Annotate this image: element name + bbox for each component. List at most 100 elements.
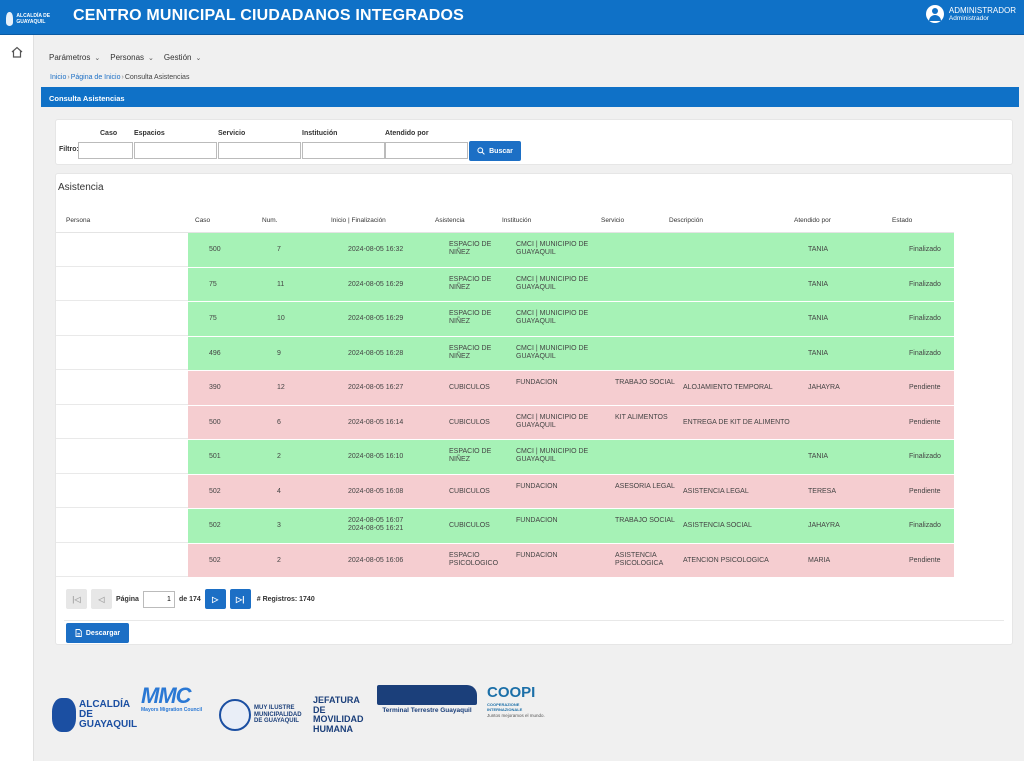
table-row[interactable]: 75 11 2024-08-05 16:29 ESPACIO DE NIÑEZ CMCI… — [56, 267, 954, 302]
download-button-label: Descargar — [85, 629, 121, 637]
download-button[interactable]: Descargar — [66, 623, 129, 643]
th-num[interactable]: Num. — [262, 217, 278, 224]
table-row[interactable]: 75 10 2024-08-05 16:29 ESPACIO DE NIÑEZ CMCI… — [56, 302, 954, 337]
menu-item-personas[interactable]: Personas ⌄ — [110, 53, 154, 62]
fecha-fin: 2024-08-05 16:21 — [348, 525, 404, 532]
municipal-seal-icon — [219, 699, 251, 731]
num-cell: 2 — [277, 556, 281, 564]
search-button[interactable]: Buscar — [469, 141, 521, 161]
fecha-inicio: 2024-08-05 16:10 — [348, 453, 404, 460]
menu-item-gestion[interactable]: Gestión ⌄ — [164, 53, 201, 62]
th-estado[interactable]: Estado — [892, 217, 913, 224]
breadcrumb-home[interactable]: Inicio — [50, 74, 67, 81]
table-row[interactable]: 502 2 2024-08-05 16:06 ESPACIO PSICOLOGICO F… — [56, 543, 954, 578]
caso-cell: 500 — [209, 246, 221, 253]
table-row[interactable]: 501 2 2024-08-05 16:10 ESPACIO DE NIÑEZ CMCI… — [56, 440, 954, 475]
institucion-input[interactable] — [302, 142, 385, 159]
th-atendido[interactable]: Atendido por — [794, 217, 831, 224]
table-row[interactable]: 502 3 2024-08-05 16:07 2024-08-05 16:21 CUBI… — [56, 509, 954, 544]
asistencia-panel: Asistencia Persona Caso Num. Inicio | Fi… — [55, 173, 1013, 645]
page-input[interactable] — [142, 590, 175, 608]
home-icon[interactable] — [10, 45, 24, 59]
asistencia-table: Persona Caso Num. Inicio | Finalización … — [56, 212, 954, 578]
th-asistencia[interactable]: Asistencia — [435, 217, 465, 224]
menu-item-parametros[interactable]: Parámetros ⌄ — [49, 53, 100, 62]
search-icon — [477, 147, 485, 155]
download-icon — [75, 629, 82, 637]
persona-cell — [56, 509, 188, 543]
table-row[interactable]: 502 4 2024-08-05 16:08 CUBICULOS FUNDACION AS… — [56, 474, 954, 509]
fecha-cell: 2024-08-05 16:14 — [348, 419, 438, 427]
bus-icon — [377, 685, 477, 705]
persona-cell — [56, 267, 188, 301]
caso-cell: 501 — [209, 453, 221, 460]
institucion-cell: FUNDACION — [516, 482, 558, 490]
institucion-cell: CMCI | MUNICIPIO DE GUAYAQUIL — [516, 448, 589, 463]
user-menu[interactable]: ADMINISTRADOR Administrador — [925, 5, 1016, 23]
institucion-cell: FUNDACION — [516, 551, 558, 559]
atendido-cell: TANIA — [808, 349, 829, 357]
footer-logo-terminal: Terminal Terrestre Guayaquil — [377, 685, 477, 745]
atendido-cell: TERESA — [808, 487, 837, 495]
caso-input[interactable] — [78, 142, 133, 159]
section-title: Consulta Asistencias — [41, 87, 1019, 107]
estado-cell: Pendiente — [909, 418, 941, 426]
menu-item-label: Personas — [110, 53, 145, 62]
caso-cell: 390 — [209, 384, 221, 391]
espacios-input[interactable] — [134, 142, 217, 159]
alcaldia-emblem-icon — [52, 698, 76, 732]
table-row[interactable]: 500 7 2024-08-05 16:32 ESPACIO DE NIÑEZ CMCI… — [56, 233, 954, 268]
fecha-cell: 2024-08-05 16:32 — [348, 246, 438, 254]
asistencia-cell: ESPACIO DE NIÑEZ — [449, 241, 492, 256]
servicio-input[interactable] — [218, 142, 301, 159]
municipalidad-logo-text: MUY ILUSTRE MUNICIPALIDAD DE GUAYAQUIL — [254, 705, 302, 725]
user-avatar-icon[interactable] — [925, 5, 944, 23]
persona-cell — [56, 233, 188, 267]
next-page-button[interactable]: ▷ — [204, 589, 226, 609]
num-cell: 7 — [277, 246, 281, 253]
search-button-label: Buscar — [489, 147, 513, 155]
top-menu: Parámetros ⌄ Personas ⌄ Gestión ⌄ — [49, 53, 201, 62]
breadcrumb-page[interactable]: Página de Inicio — [70, 74, 121, 81]
th-servicio[interactable]: Servicio — [601, 217, 625, 224]
th-caso[interactable]: Caso — [195, 217, 211, 224]
last-page-button[interactable]: ▷| — [229, 589, 251, 609]
num-cell: 6 — [277, 418, 281, 426]
chevron-down-icon: ⌄ — [195, 54, 202, 62]
fecha-inicio: 2024-08-05 16:27 — [348, 384, 404, 391]
terminal-logo-text: Terminal Terrestre Guayaquil — [382, 707, 472, 714]
main-content: Parámetros ⌄ Personas ⌄ Gestión ⌄ Inicio›Pá… — [41, 35, 1019, 761]
coopi-logo-subtitle: COOPERAZIONE INTERNAZIONALE — [487, 702, 523, 712]
row-status-band — [188, 267, 954, 301]
mmc-logo-subtitle: Mayors Migration Council — [141, 707, 203, 713]
institucion-cell: CMCI | MUNICIPIO DE GUAYAQUIL — [516, 241, 589, 256]
asistencia-cell: ESPACIO DE NIÑEZ — [449, 344, 492, 360]
first-page-button[interactable]: |◁ — [66, 589, 87, 609]
row-status-band — [188, 371, 954, 405]
footer-logo-municipalidad: MUY ILUSTRE MUNICIPALIDAD DE GUAYAQUIL — [219, 685, 310, 745]
th-institucion[interactable]: Institución — [502, 217, 532, 224]
fecha-inicio: 2024-08-05 16:32 — [348, 246, 404, 253]
persona-cell — [56, 405, 188, 439]
institucion-cell: CMCI | MUNICIPIO DE GUAYAQUIL — [516, 344, 589, 360]
asistencia-cell: ESPACIO DE NIÑEZ — [449, 448, 492, 463]
alcaldia-logo[interactable]: ALCALDÍA DE GUAYAQUIL — [6, 9, 56, 29]
estado-cell: Pendiente — [909, 556, 941, 564]
table-row[interactable]: 496 9 2024-08-05 16:28 ESPACIO DE NIÑEZ CMCI… — [56, 336, 954, 371]
prev-page-button[interactable]: ◁ — [91, 589, 112, 609]
row-status-band — [188, 233, 954, 267]
th-descripcion[interactable]: Descripción — [669, 217, 703, 224]
table-row[interactable]: 500 6 2024-08-05 16:14 CUBICULOS CMCI | MUNI… — [56, 405, 954, 440]
descripcion-cell: ENTREGA DE KIT DE ALIMENTO — [683, 418, 790, 426]
descripcion-cell: ATENCION PSICOLOGICA — [683, 556, 769, 564]
th-fecha[interactable]: Inicio | Finalización — [331, 217, 386, 224]
table-row[interactable]: 390 12 2024-08-05 16:27 CUBICULOS FUNDACION T… — [56, 371, 954, 406]
th-persona[interactable]: Persona — [66, 217, 91, 224]
institucion-cell: FUNDACION — [516, 517, 558, 524]
estado-cell: Finalizado — [909, 246, 941, 253]
persona-cell — [56, 474, 188, 508]
fecha-inicio: 2024-08-05 16:06 — [348, 556, 404, 564]
persona-cell — [56, 440, 188, 474]
atendido-input[interactable] — [385, 142, 468, 159]
table-header: Persona Caso Num. Inicio | Finalización … — [56, 212, 954, 233]
